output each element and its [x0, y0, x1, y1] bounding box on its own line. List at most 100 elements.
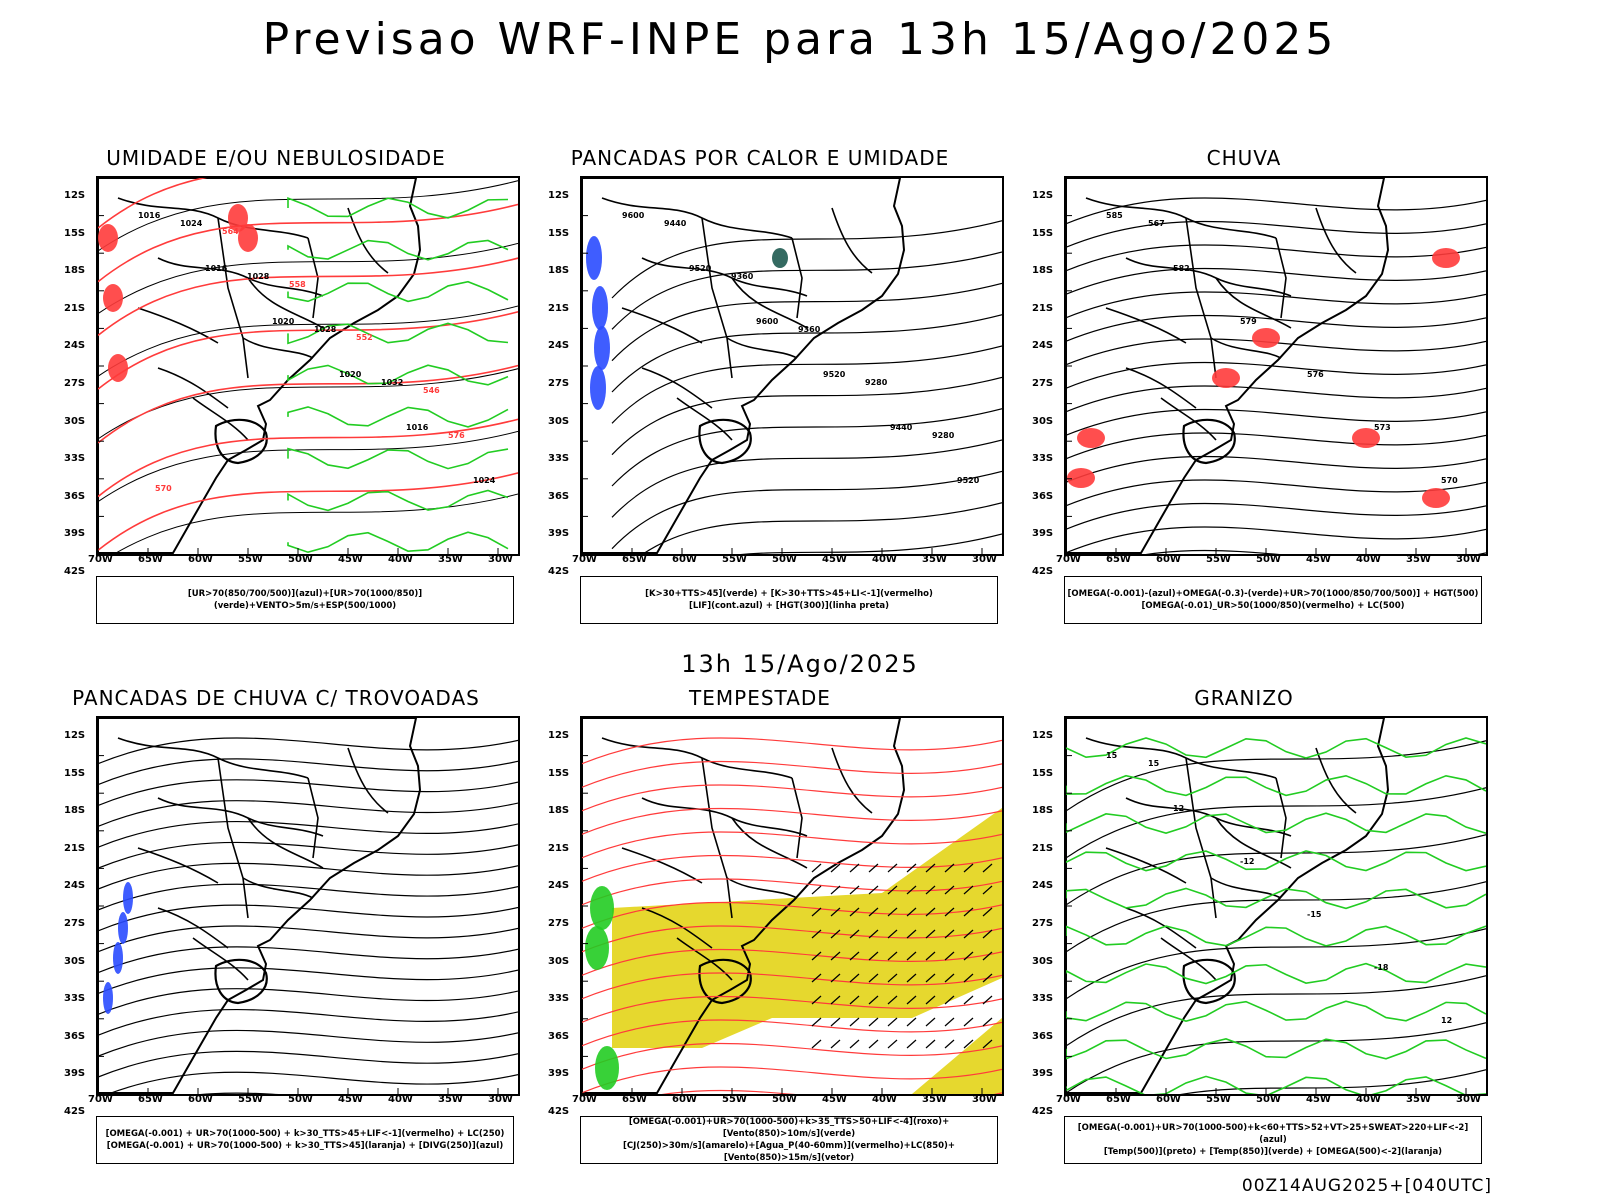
lon-tick-label: 45W [1306, 554, 1331, 565]
panel-title: PANCADAS POR CALOR E UMIDADE [570, 146, 950, 170]
lat-tick-label: 36S [1032, 1030, 1054, 1042]
main-title: Previsao WRF-INPE para 13h 15/Ago/2025 [262, 14, 1338, 65]
legend-line: [OMEGA(-0.01)_UR>50(1000/850)(vermelho) … [1141, 601, 1405, 611]
contour-label: 570 [1441, 476, 1458, 485]
lat-tick-label: 27S [1032, 378, 1054, 389]
panel-legend: [UR>70(850/700/500)](azul)+[UR>70(1000/8… [96, 576, 514, 624]
lat-tick-label: 27S [548, 918, 570, 929]
lon-tick-label: 55W [722, 1094, 747, 1105]
lat-tick-label: 42S [548, 566, 570, 577]
contour-label: 585 [1106, 211, 1123, 220]
lat-tick-label: 12S [64, 730, 86, 741]
lat-tick-label: 33S [64, 453, 86, 465]
map-canvas: 9600 9520 9600 9520 9440 9520 9440 9360 9360 9280… [582, 178, 1002, 554]
lat-tick-label: 24S [1032, 340, 1054, 352]
lon-tick-label: 70W [572, 554, 597, 565]
lon-tick-label: 35W [438, 1094, 463, 1105]
contour-label: 573 [1374, 423, 1391, 432]
lon-tick-label: 45W [822, 1094, 847, 1105]
legend-line: [UR>70(850/700/500)](azul)+[UR>70(1000/8… [187, 589, 423, 611]
lat-tick-label: 18S [548, 265, 570, 277]
contour-label: 9520 [957, 476, 980, 485]
lat-tick-label: 33S [1032, 453, 1054, 465]
lat-tick-label: 27S [64, 378, 86, 389]
legend-line: [Temp(500)](preto) + [Temp(850)](verde) … [1103, 1147, 1443, 1157]
run-info: 00Z14AUG2025+[040UTC] [1241, 1176, 1492, 1196]
panel-title: PANCADAS DE CHUVA C/ TROVOADAS [72, 686, 480, 710]
legend-line: [OMEGA(-0.001)+UR>70(1000-500)+k>35_TTS>… [628, 1117, 950, 1139]
lon-tick-label: 45W [338, 1094, 363, 1105]
lon-tick-label: 35W [922, 554, 947, 565]
legend-line: [OMEGA(-0.001) + UR>70(1000-500) + k>30_… [105, 1129, 505, 1139]
lon-tick-label: 50W [288, 1094, 313, 1105]
contour-label: 582 [1173, 264, 1190, 273]
contour-label: 579 [1240, 317, 1257, 326]
panel-title: UMIDADE E/OU NEBULOSIDADE [106, 146, 446, 170]
panel-legend: [K>30+TTS>45](verde) + [K>30+TTS>45+LI<-… [580, 576, 998, 624]
lat-tick-label: 42S [1032, 1106, 1054, 1117]
lat-tick-label: 12S [1032, 190, 1054, 201]
lon-tick-label: 55W [238, 554, 263, 565]
lat-tick-label: 30S [548, 415, 570, 427]
map-frame: 585 582 579 576 573 570 567 [1064, 176, 1488, 556]
lon-tick-label: 50W [1256, 554, 1281, 565]
lat-tick-label: 42S [64, 566, 86, 577]
lon-tick-label: 65W [1106, 1094, 1131, 1105]
lat-tick-label: 18S [548, 805, 570, 817]
legend-line: [LIF](cont.azul) + [HGT(300)](linha pret… [688, 601, 890, 611]
lat-tick-label: 21S [64, 842, 86, 854]
legend-line: [OMEGA(-0.001) + UR>70(1000-500) + k>30_… [106, 1141, 504, 1151]
lat-tick-label: 15S [64, 227, 86, 239]
map-frame: 1016 1016 1020 1020 1016 1024 1024 1028 1028 1032… [96, 176, 520, 556]
contour-label: 12 [1441, 1016, 1452, 1025]
map-panel: PANCADAS POR CALOR E UMIDADE 12S 15S 18S 21S… [530, 146, 1004, 646]
lon-tick-label: 40W [388, 1094, 413, 1105]
panel-title: GRANIZO [1194, 686, 1294, 710]
lat-tick-label: 15S [1032, 227, 1054, 239]
lon-tick-label: 50W [772, 554, 797, 565]
lat-tick-label: 12S [548, 730, 570, 741]
lat-tick-label: 12S [64, 190, 86, 201]
lat-tick-label: 24S [548, 880, 570, 892]
contour-label: 1020 [272, 317, 295, 326]
lat-tick-label: 39S [1032, 1068, 1054, 1080]
lon-tick-label: 35W [438, 554, 463, 565]
lat-tick-label: 42S [548, 1106, 570, 1117]
contour-label: 9280 [865, 378, 888, 387]
lat-tick-label: 21S [1032, 302, 1054, 314]
lon-tick-label: 40W [388, 554, 413, 565]
lon-tick-label: 35W [1406, 1094, 1431, 1105]
contour-label: 9520 [823, 370, 846, 379]
lon-tick-label: 55W [1206, 554, 1231, 565]
contour-label: 570 [155, 484, 172, 493]
lat-tick-label: 15S [1032, 767, 1054, 779]
lat-tick-label: 12S [1032, 730, 1054, 741]
contour-label: 576 [448, 431, 465, 440]
lon-tick-label: 50W [772, 1094, 797, 1105]
map-frame: 15 12 -12 -15 -18 12 15 [1064, 716, 1488, 1096]
lon-tick-label: 40W [1356, 554, 1381, 565]
lon-tick-label: 35W [1406, 554, 1431, 565]
lat-tick-label: 18S [64, 805, 86, 817]
contour-label: -12 [1240, 857, 1254, 866]
lat-tick-label: 30S [64, 955, 86, 967]
lat-tick-label: 12S [548, 190, 570, 201]
lat-tick-label: 24S [64, 340, 86, 352]
panel-title: CHUVA [1206, 146, 1282, 170]
map-frame [580, 716, 1004, 1096]
contour-label: 1024 [473, 476, 496, 485]
lon-tick-label: 70W [88, 554, 113, 565]
lat-tick-label: 39S [1032, 528, 1054, 540]
lat-tick-label: 42S [64, 1106, 86, 1117]
lat-tick-label: 30S [548, 955, 570, 967]
contour-label: 567 [1148, 219, 1165, 228]
map-canvas: 15 12 -12 -15 -18 12 15 [1066, 718, 1486, 1094]
lon-tick-label: 65W [622, 1094, 647, 1105]
contour-label: 9360 [798, 325, 821, 334]
lon-tick-label: 50W [1256, 1094, 1281, 1105]
map-panel: TEMPESTADE 12S 15S 18S 21S 24S 27S 30S 33S 36S 39S… [530, 686, 1004, 1186]
lat-tick-label: 39S [548, 528, 570, 540]
contour-label: 9280 [932, 431, 955, 440]
lat-tick-label: 39S [64, 1068, 86, 1080]
forecast-time-label: 13h 15/Ago/2025 [681, 650, 919, 678]
